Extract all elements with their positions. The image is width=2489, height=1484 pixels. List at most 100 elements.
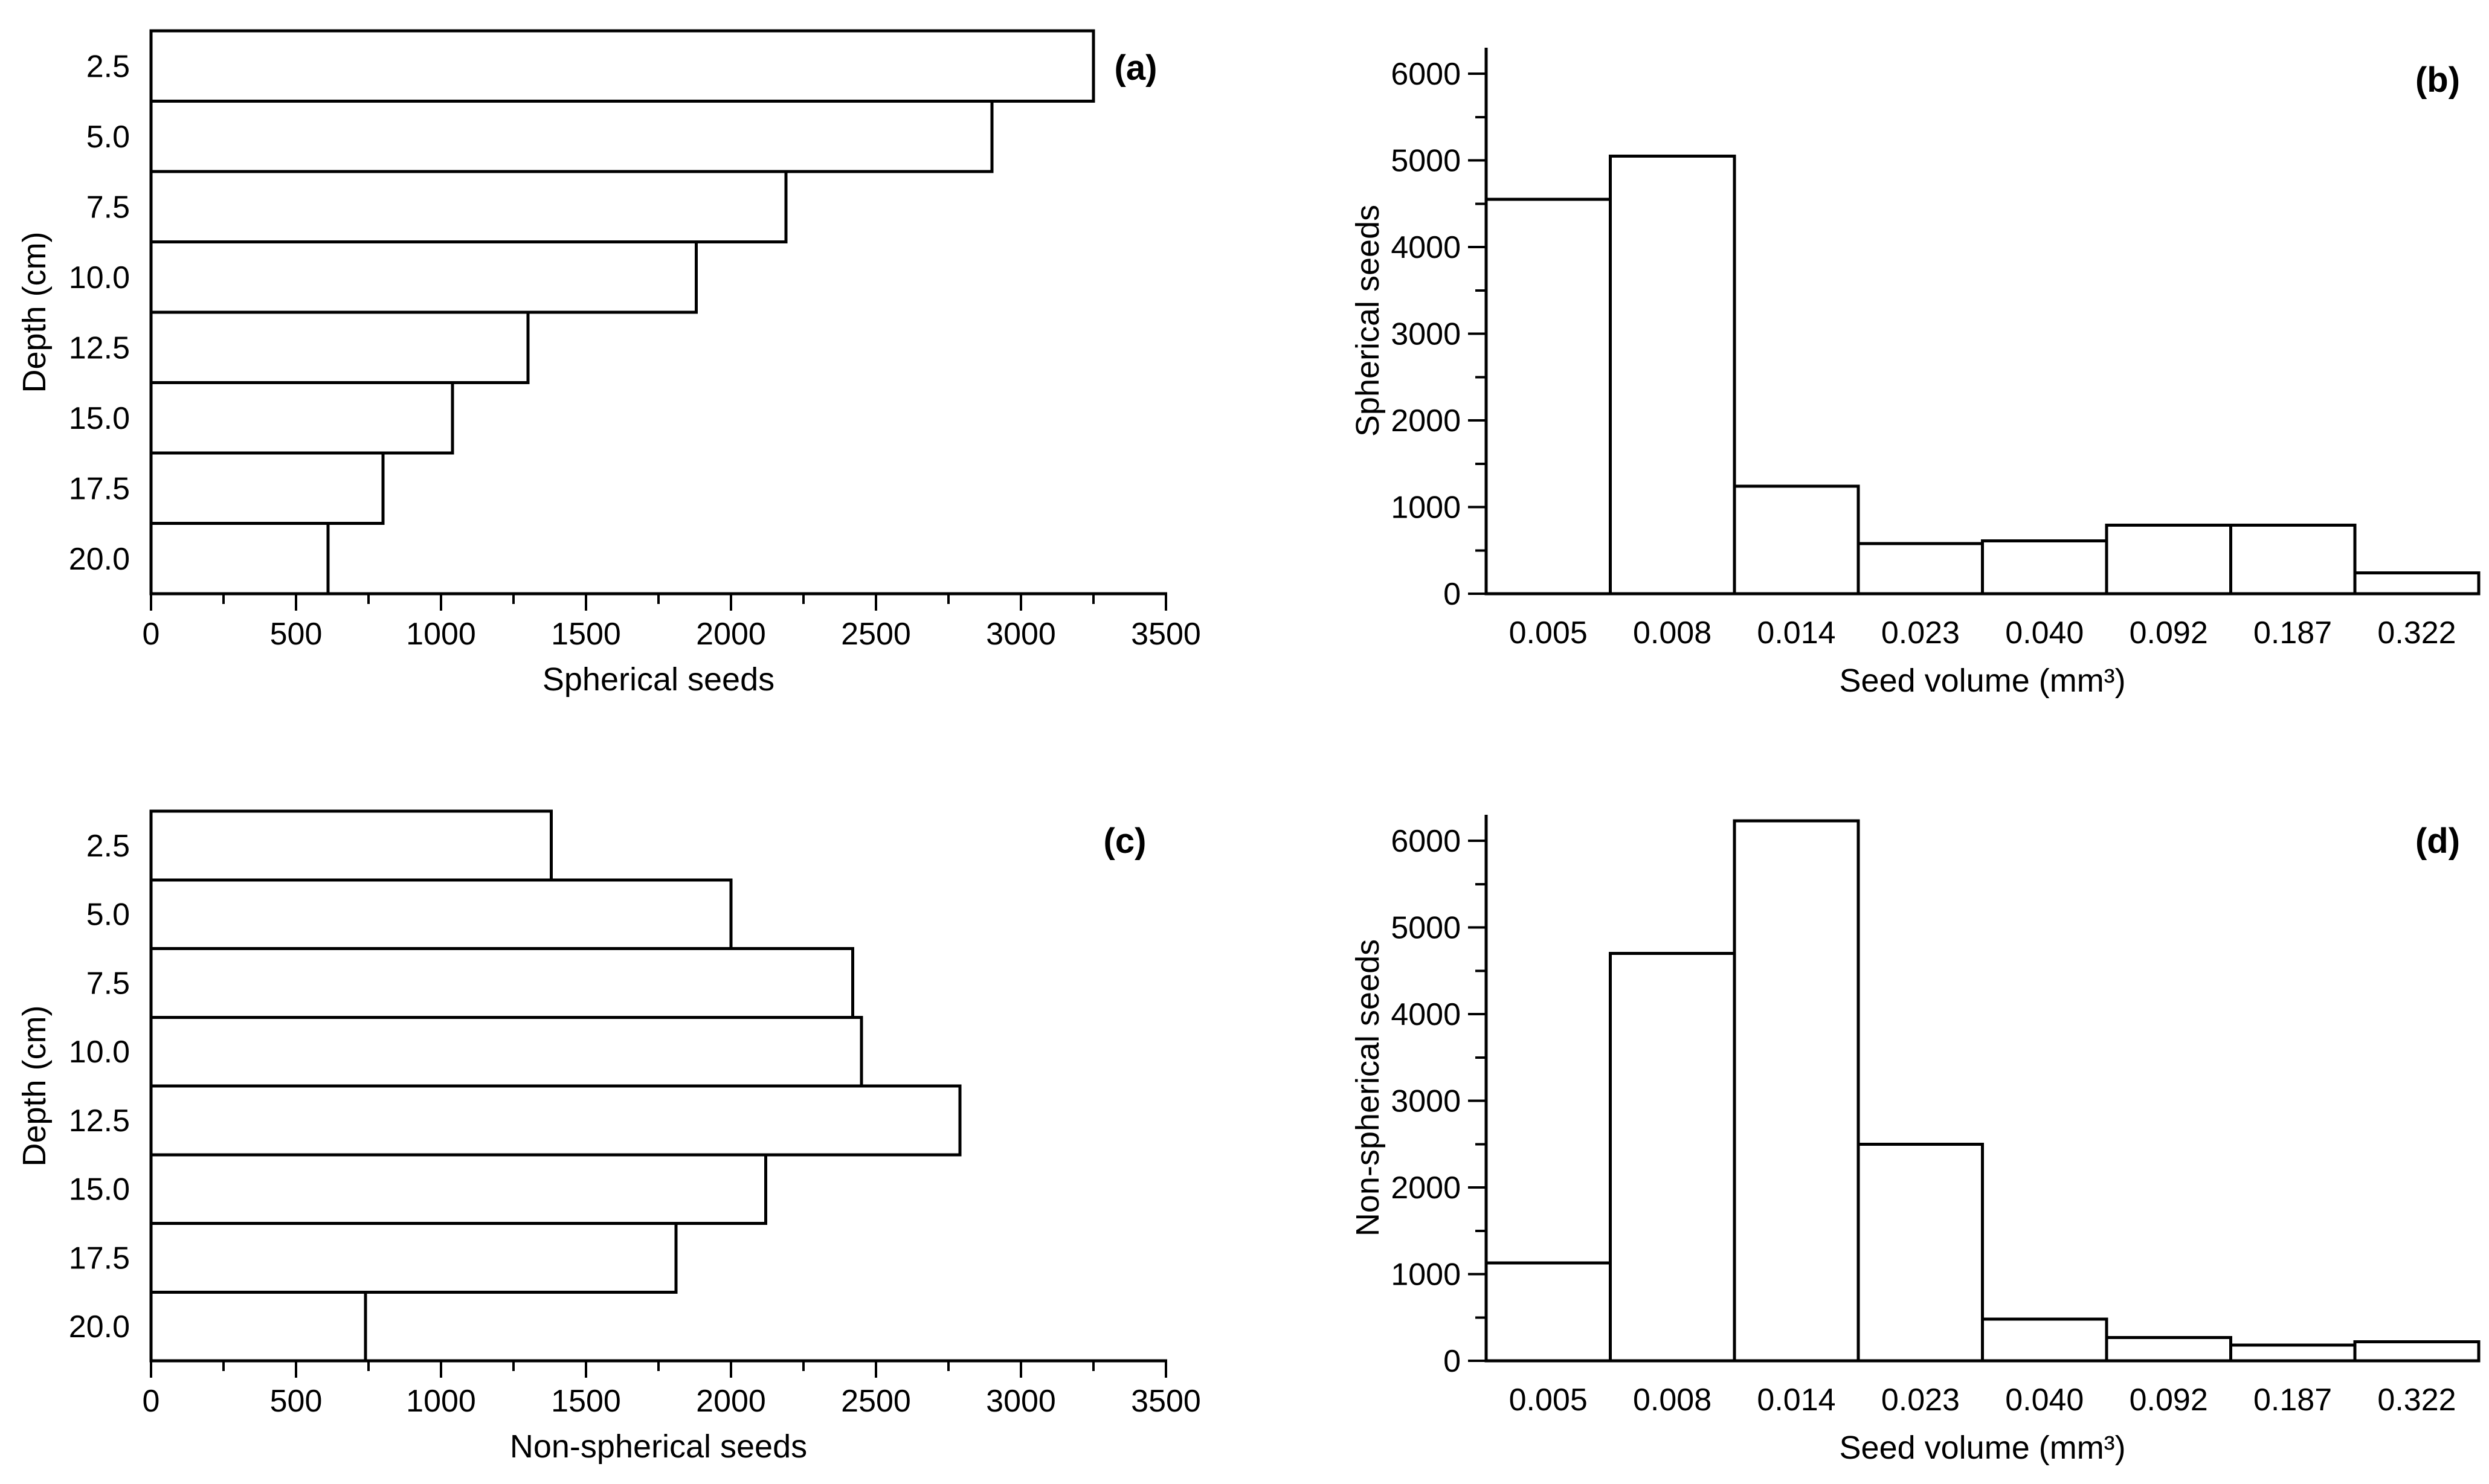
y-axis-title: Depth (cm) xyxy=(16,231,53,393)
depth-tick-label: 5.0 xyxy=(86,120,130,155)
x-tick-label: 0 xyxy=(143,1384,160,1419)
x-tick-label: 3500 xyxy=(1131,617,1201,652)
depth-tick-label: 5.0 xyxy=(86,898,130,933)
x-tick-label: 500 xyxy=(270,1384,323,1419)
x-tick-label: 1500 xyxy=(551,1384,621,1419)
x-category-label: 0.014 xyxy=(1757,615,1835,650)
depth-tick-label: 10.0 xyxy=(69,260,130,295)
bar xyxy=(2229,1343,2357,1363)
bar xyxy=(149,1290,367,1363)
y-tick-label: 1000 xyxy=(1391,1258,1461,1293)
depth-tick-label: 10.0 xyxy=(69,1035,130,1070)
x-category-label: 0.005 xyxy=(1509,615,1588,650)
bar xyxy=(2105,1335,2232,1363)
bar xyxy=(149,1153,768,1225)
bar xyxy=(149,1015,863,1088)
bar xyxy=(2353,1340,2481,1363)
bar xyxy=(149,1084,962,1157)
x-tick-label: 0 xyxy=(143,617,160,652)
bar xyxy=(2229,524,2357,596)
y-tick-label: 2000 xyxy=(1391,1171,1461,1206)
y-tick-label: 0 xyxy=(1443,1344,1461,1379)
bar xyxy=(149,100,994,173)
x-tick-label: 3000 xyxy=(986,1384,1056,1419)
panel-b: 0 1000 2000 3000 4000 5000 6000 0.005 0.008 0.014… xyxy=(1350,47,2481,699)
bar xyxy=(1608,952,1736,1363)
x-category-label: 0.322 xyxy=(2377,1383,2456,1418)
x-axis-title: Spherical seeds xyxy=(543,661,774,698)
bar xyxy=(1608,154,1736,596)
depth-tick-label: 7.5 xyxy=(86,966,130,1001)
y-tick-label: 1000 xyxy=(1391,490,1461,525)
y-axis-title: Depth (cm) xyxy=(16,1005,53,1166)
x-category-label: 0.187 xyxy=(2253,1383,2332,1418)
x-category-label: 0.023 xyxy=(1881,1383,1960,1418)
bar xyxy=(1981,1317,2108,1363)
bar xyxy=(1733,819,1860,1363)
x-tick-label: 2500 xyxy=(841,1384,911,1419)
panel-letter-d: (d) xyxy=(2415,821,2460,861)
x-category-label: 0.014 xyxy=(1757,1383,1835,1418)
x-category-label: 0.040 xyxy=(2005,1383,2084,1418)
x-tick-label: 1000 xyxy=(406,1384,476,1419)
y-tick-label: 6000 xyxy=(1391,824,1461,859)
x-axis-title: Non-spherical seeds xyxy=(510,1428,807,1465)
x-tick-label: 2500 xyxy=(841,617,911,652)
x-category-label: 0.040 xyxy=(2005,615,2084,650)
x-tick-label: 500 xyxy=(270,617,323,652)
depth-tick-label: 7.5 xyxy=(86,190,130,225)
x-category-label: 0.187 xyxy=(2253,615,2332,650)
depth-tick-label: 17.5 xyxy=(69,1241,130,1276)
y-tick-label: 6000 xyxy=(1391,57,1461,92)
x-axis-title: Seed volume (mm³) xyxy=(1840,663,2126,699)
bar xyxy=(149,381,454,455)
panel-letter-c: (c) xyxy=(1104,821,1147,861)
y-tick-label: 4000 xyxy=(1391,230,1461,265)
x-category-label: 0.005 xyxy=(1509,1383,1588,1418)
y-tick-label: 5000 xyxy=(1391,144,1461,179)
y-axis-title: Spherical seeds xyxy=(1350,205,1386,437)
bar xyxy=(149,522,330,596)
depth-tick-label: 17.5 xyxy=(69,471,130,506)
x-tick-label: 1500 xyxy=(551,617,621,652)
bar xyxy=(2105,524,2232,596)
x-category-label: 0.092 xyxy=(2130,615,2208,650)
panel-letter-a: (a) xyxy=(1115,48,1158,88)
bar xyxy=(1981,539,2108,596)
depth-tick-label: 15.0 xyxy=(69,1172,130,1207)
y-tick-label: 0 xyxy=(1443,577,1461,612)
depth-tick-label: 2.5 xyxy=(86,49,130,84)
x-category-label: 0.322 xyxy=(2377,615,2456,650)
bar xyxy=(1856,1142,1985,1363)
panel-letter-b: (b) xyxy=(2415,60,2460,100)
bar xyxy=(2353,571,2481,596)
bar xyxy=(149,310,530,384)
x-category-label: 0.092 xyxy=(2130,1383,2208,1418)
x-tick-label: 2000 xyxy=(696,617,766,652)
bar xyxy=(1484,1261,1612,1363)
bar xyxy=(1733,484,1860,596)
bar xyxy=(149,878,733,950)
bar xyxy=(149,240,698,314)
x-tick-label: 2000 xyxy=(696,1384,766,1419)
bar xyxy=(149,947,855,1019)
x-tick-label: 1000 xyxy=(406,617,476,652)
y-tick-label: 3000 xyxy=(1391,1084,1461,1119)
depth-tick-label: 15.0 xyxy=(69,401,130,436)
x-tick-label: 3000 xyxy=(986,617,1056,652)
y-tick-label: 2000 xyxy=(1391,403,1461,438)
x-category-label: 0.023 xyxy=(1881,615,1960,650)
panel-c: 0 500 1000 1500 2000 2500 3000 3500 2.5 5.0 7.5 10.… xyxy=(16,809,1201,1465)
depth-tick-label: 20.0 xyxy=(69,1309,130,1344)
y-tick-label: 5000 xyxy=(1391,911,1461,946)
x-axis-title: Seed volume (mm³) xyxy=(1840,1430,2126,1466)
x-category-label: 0.008 xyxy=(1633,615,1711,650)
y-axis-title: Non-spherical seeds xyxy=(1350,939,1386,1236)
x-tick-label: 3500 xyxy=(1131,1384,1201,1419)
bar xyxy=(149,170,788,243)
panel-a: 0 500 1000 1500 2000 2500 3000 3500 2.5 5.0 7.5 10.… xyxy=(16,29,1201,698)
bar xyxy=(149,29,1095,103)
depth-tick-label: 12.5 xyxy=(69,1103,130,1139)
